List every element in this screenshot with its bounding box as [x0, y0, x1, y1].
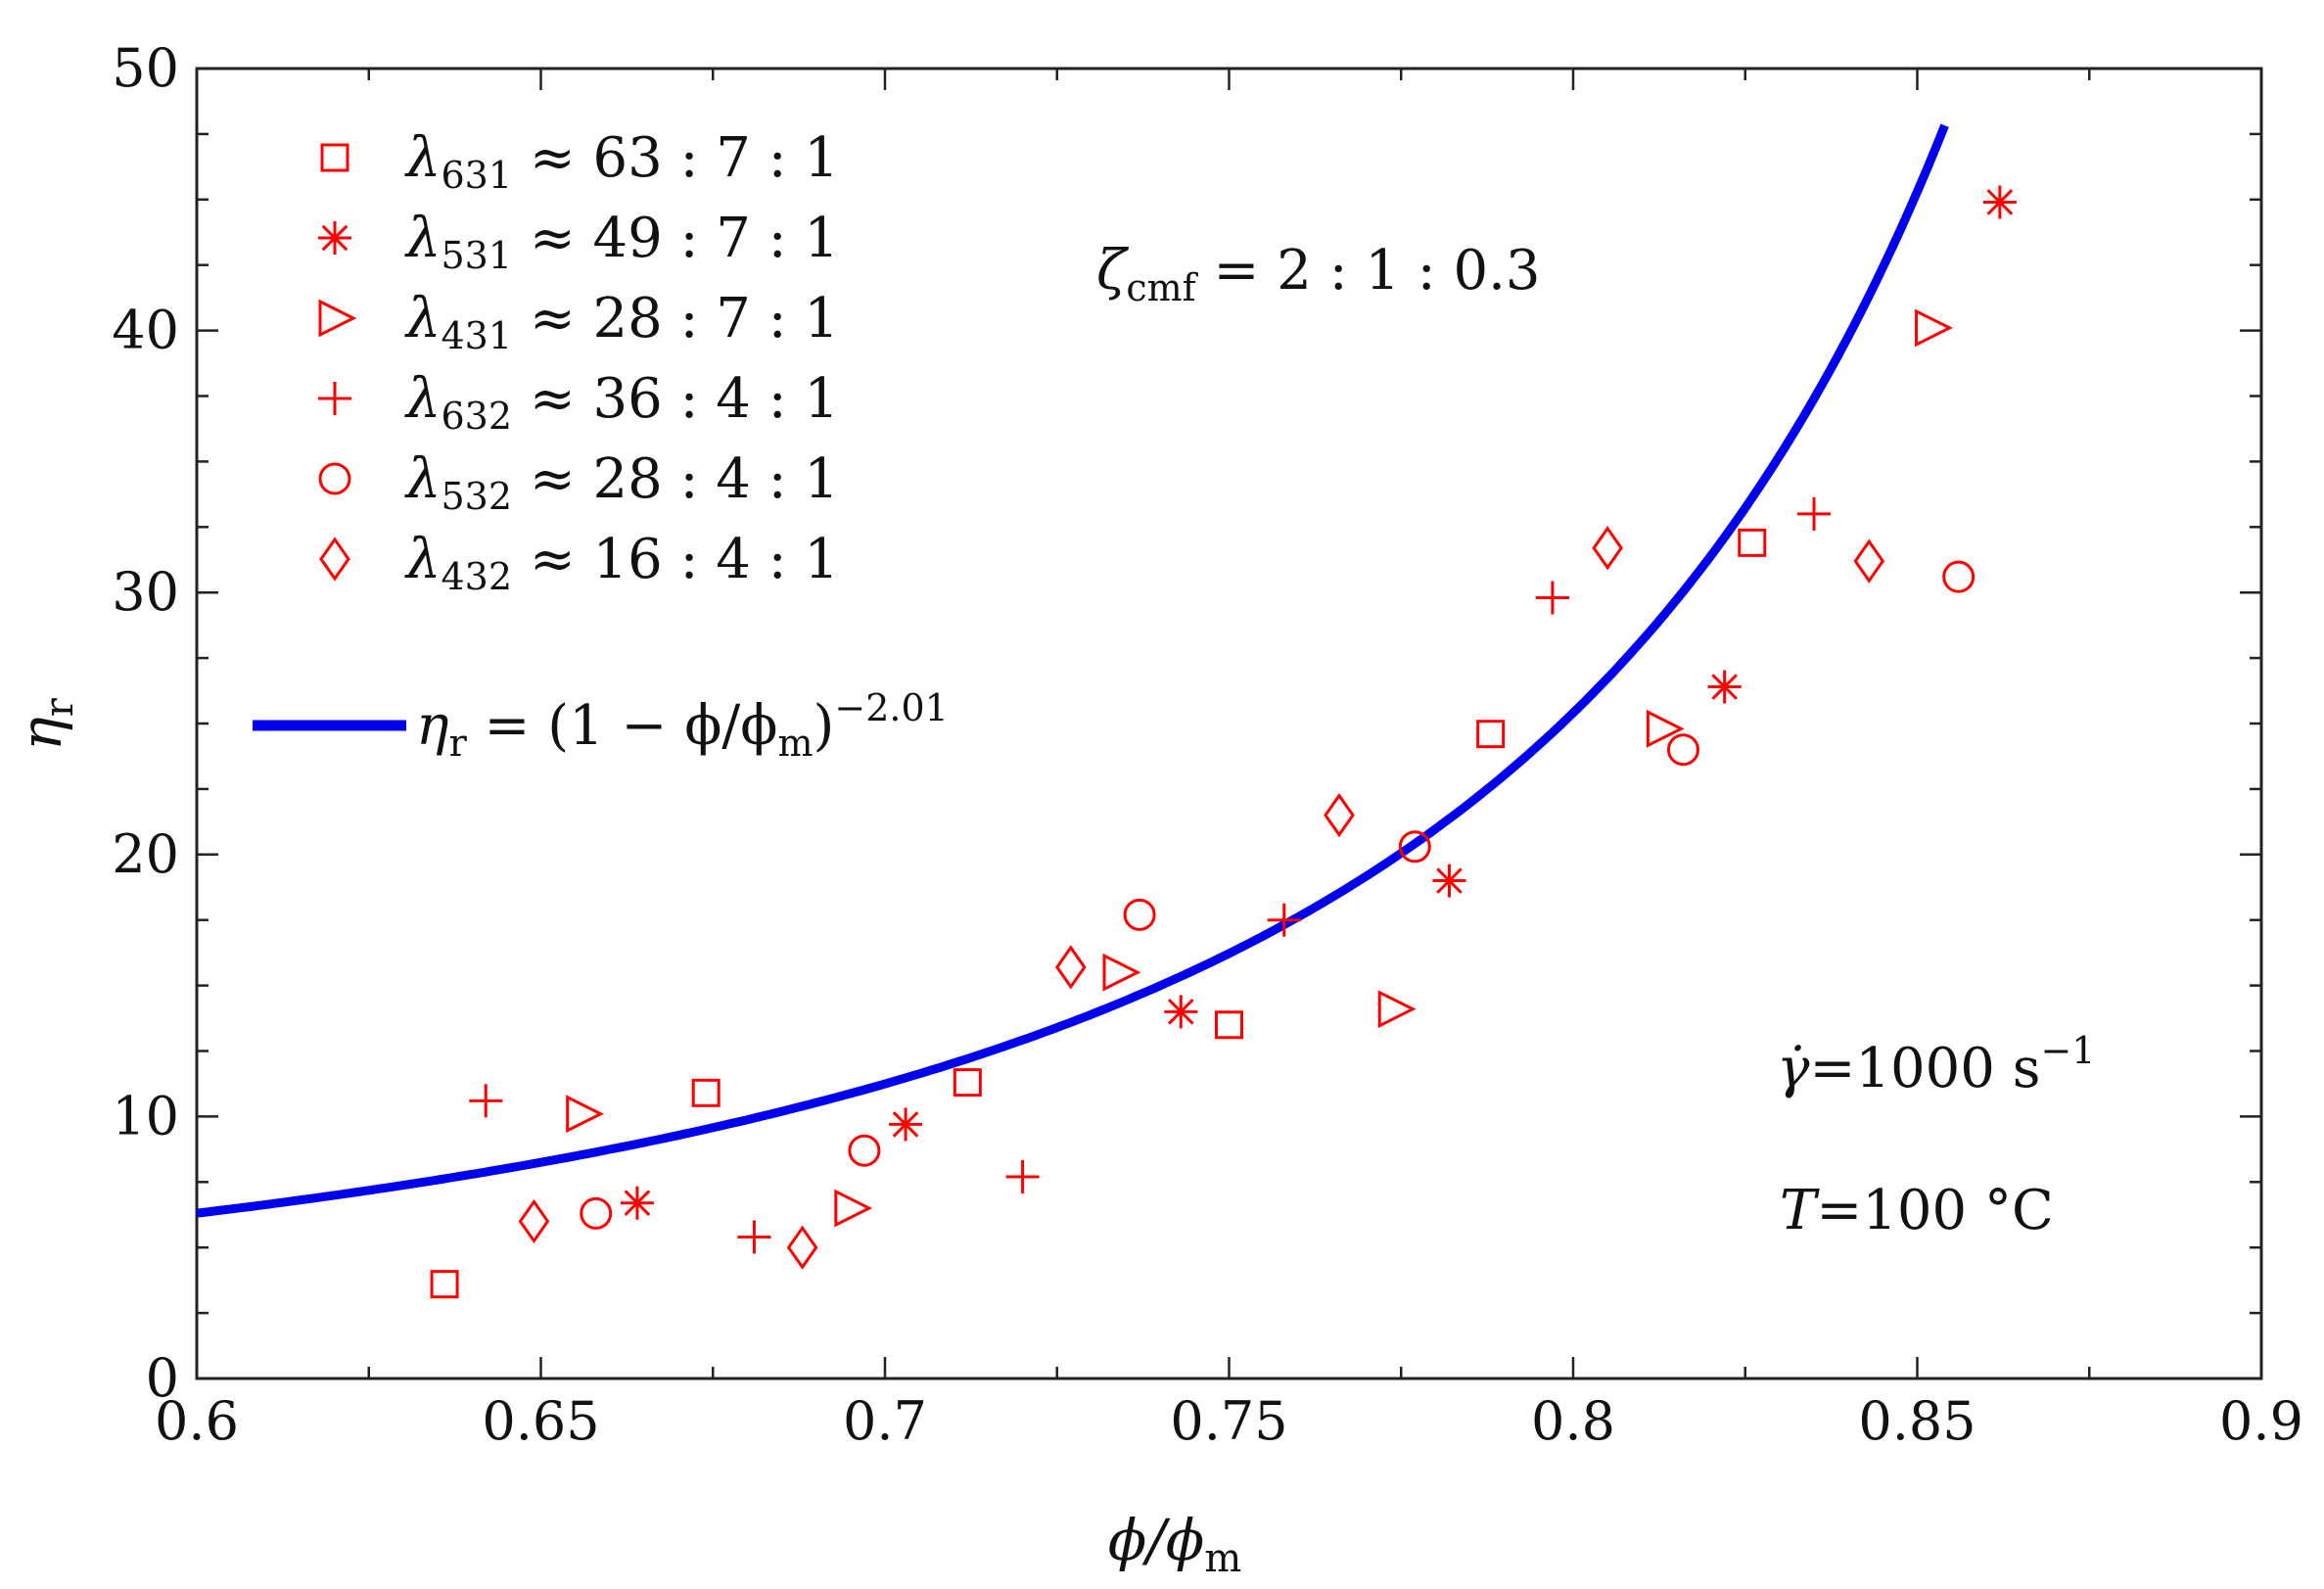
data-point-circle	[1398, 830, 1431, 864]
data-point-plus	[1797, 496, 1832, 531]
data-point-square	[691, 1078, 720, 1107]
data-point-asterisk	[1164, 995, 1198, 1029]
x-tick-label: 0.75	[1170, 1390, 1287, 1452]
data-point-asterisk	[1432, 864, 1466, 898]
data-point-circle	[1942, 560, 1975, 593]
fit-curve-group	[196, 123, 1949, 1218]
data-point-diamond	[1853, 538, 1885, 584]
data-point-triangle-right	[1915, 308, 1953, 348]
data-point-asterisk	[620, 1186, 654, 1220]
data-point-square	[430, 1270, 459, 1299]
annotation-zeta-cmf: ζcmf = 2 : 1 : 0.3	[1096, 239, 1541, 309]
x-tick-label: 0.9	[2219, 1390, 2303, 1452]
data-point-triangle-right	[834, 1189, 873, 1228]
data-point-diamond	[1054, 945, 1087, 990]
y-tick-label: 0	[146, 1347, 179, 1409]
y-axis-title: ηr	[8, 697, 82, 751]
legend-label-fit: ηr = (1 − ϕ/ϕm)−2.01	[416, 686, 949, 765]
fit-curve-line	[196, 123, 1949, 1218]
data-point-plus	[1535, 581, 1569, 615]
x-tick-label: 0.7	[843, 1390, 927, 1452]
x-tick-label: 0.65	[482, 1390, 599, 1452]
legend-label-531: λ531 ≈ 49 : 7 : 1	[404, 207, 839, 277]
data-point-plus	[469, 1084, 503, 1118]
data-point-asterisk	[1707, 670, 1742, 704]
axis-ticks	[195, 67, 2263, 1380]
x-tick-label: 0.85	[1858, 1390, 1975, 1452]
y-tick-label: 50	[112, 37, 179, 99]
data-point-diamond	[786, 1225, 818, 1270]
data-point-circle	[1666, 733, 1699, 767]
x-axis-title: ϕ/ϕm	[1108, 1507, 1242, 1581]
legend-symbol-circle	[318, 462, 351, 495]
data-point-plus	[737, 1220, 771, 1254]
legend-symbol-plus	[318, 382, 351, 415]
legend-label-532: λ532 ≈ 28 : 4 : 1	[404, 447, 839, 518]
data-markers	[430, 185, 2017, 1299]
annotation-temperature: T=100 °C	[1780, 1179, 2054, 1242]
y-tick-label: 30	[112, 561, 179, 623]
data-point-asterisk	[889, 1107, 923, 1142]
legend-symbol-square	[320, 143, 349, 172]
legend-symbol-asterisk	[318, 221, 351, 255]
legend-symbol-diamond	[319, 537, 350, 582]
annotation-shear-rate: γ̇=1000 s−1	[1777, 1029, 2095, 1100]
axis-tick-labels: 0.6 0.65 0.7 0.75 0.8 0.85 0.9 0 10 20 30 40 50	[112, 37, 2303, 1452]
legend: λ631 ≈ 63 : 7 : 1 λ531 ≈ 49 : 7 : 1 λ431…	[253, 126, 949, 765]
data-point-circle	[848, 1134, 881, 1167]
y-tick-label: 40	[112, 300, 179, 361]
legend-label-432: λ432 ≈ 16 : 4 : 1	[404, 528, 839, 598]
data-point-circle	[1123, 898, 1156, 931]
data-point-square	[1738, 528, 1767, 557]
legend-label-632: λ632 ≈ 36 : 4 : 1	[404, 367, 839, 438]
data-point-triangle-right	[1377, 990, 1417, 1029]
legend-symbols	[318, 143, 357, 582]
data-point-plus	[1005, 1159, 1040, 1193]
data-point-triangle-right	[1646, 709, 1685, 748]
data-point-asterisk	[1982, 185, 2017, 219]
data-point-square	[1215, 1010, 1243, 1040]
x-tick-label: 0.8	[1531, 1390, 1615, 1452]
data-point-triangle-right	[1102, 953, 1141, 992]
legend-symbol-triangle-right	[318, 299, 357, 338]
data-point-plus	[1267, 903, 1301, 937]
y-tick-label: 20	[112, 823, 179, 885]
y-tick-label: 10	[112, 1085, 179, 1146]
data-point-triangle-right	[566, 1095, 605, 1134]
data-point-square	[953, 1068, 982, 1098]
data-point-diamond	[518, 1198, 550, 1244]
data-point-circle	[580, 1196, 613, 1230]
data-point-diamond	[1592, 526, 1623, 571]
data-point-diamond	[1324, 793, 1355, 838]
legend-label-631: λ631 ≈ 63 : 7 : 1	[404, 126, 839, 197]
x-tick-label: 0.6	[155, 1390, 239, 1452]
legend-label-431: λ431 ≈ 28 : 7 : 1	[404, 287, 839, 357]
data-point-square	[1476, 720, 1506, 749]
